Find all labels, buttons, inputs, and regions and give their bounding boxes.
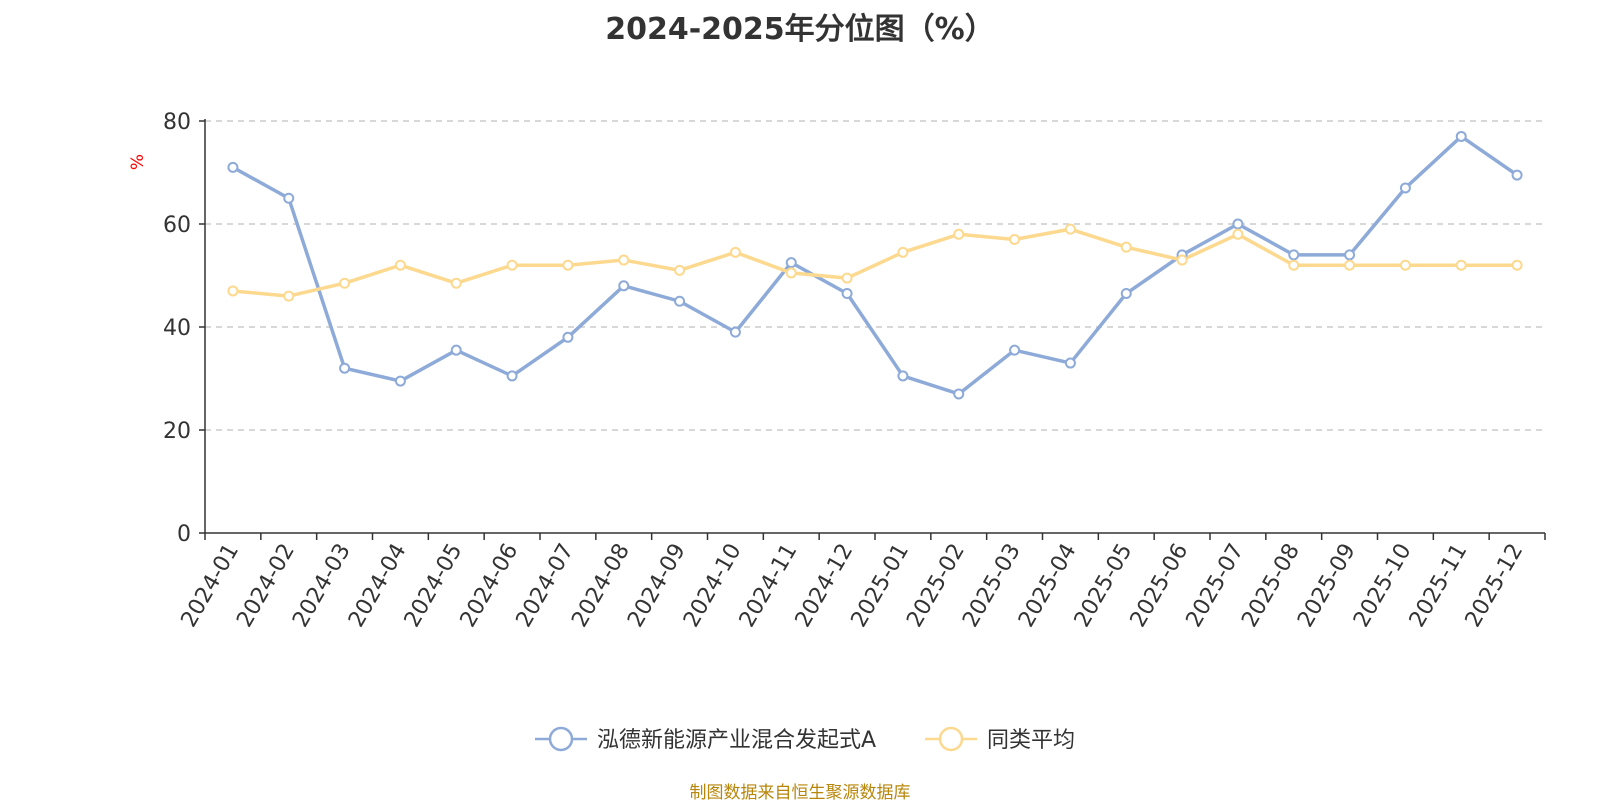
data-point	[897, 246, 909, 258]
data-point	[1288, 249, 1300, 261]
data-point	[450, 344, 462, 356]
data-point	[506, 370, 518, 382]
legend-marker-2	[938, 726, 964, 752]
data-point	[674, 264, 686, 276]
data-point	[1009, 233, 1021, 245]
data-point	[841, 288, 853, 300]
data-point	[1399, 259, 1411, 271]
y-tick-label: 0	[177, 522, 191, 547]
data-point	[394, 259, 406, 271]
data-point	[897, 370, 909, 382]
axes: 0204060802024-012024-022024-032024-04202…	[163, 110, 1546, 632]
data-point	[729, 326, 741, 338]
data-point	[227, 161, 239, 173]
y-axis-unit-label: %	[128, 154, 148, 170]
data-point	[1511, 259, 1523, 271]
y-tick-label: 80	[163, 110, 191, 135]
y-tick-label: 40	[163, 316, 191, 341]
data-point	[562, 331, 574, 343]
data-point	[1232, 218, 1244, 230]
data-point	[729, 246, 741, 258]
legend: 泓德新能源产业混合发起式A 同类平均	[535, 726, 1075, 753]
data-point	[785, 267, 797, 279]
data-point	[227, 285, 239, 297]
data-point	[1064, 223, 1076, 235]
data-point	[283, 192, 295, 204]
data-point	[1455, 259, 1467, 271]
legend-label-2: 同类平均	[987, 728, 1075, 753]
data-point	[618, 254, 630, 266]
data-point	[785, 257, 797, 269]
y-tick-label: 60	[163, 213, 191, 238]
data-point	[450, 277, 462, 289]
data-point	[953, 228, 965, 240]
data-point	[1399, 182, 1411, 194]
data-point	[1120, 241, 1132, 253]
data-point	[618, 280, 630, 292]
series-line-1	[232, 134, 1519, 396]
data-point	[1232, 228, 1244, 240]
data-point	[1176, 254, 1188, 266]
data-point	[1344, 259, 1356, 271]
data-point	[1344, 249, 1356, 261]
data-point	[339, 277, 351, 289]
y-tick-label: 20	[163, 419, 191, 444]
data-point	[841, 272, 853, 284]
data-point	[339, 362, 351, 374]
data-point	[1288, 259, 1300, 271]
chart-title: 2024-2025年分位图（%）	[605, 12, 995, 47]
data-point	[674, 295, 686, 307]
data-point	[506, 259, 518, 271]
series	[227, 130, 1523, 400]
data-point	[1120, 288, 1132, 300]
legend-marker-1	[548, 726, 574, 752]
data-point	[283, 290, 295, 302]
grid-lines	[205, 120, 1545, 431]
data-point	[953, 388, 965, 400]
legend-label-1: 泓德新能源产业混合发起式A	[597, 728, 876, 753]
data-point	[1064, 357, 1076, 369]
data-point	[1455, 130, 1467, 142]
data-point	[1511, 169, 1523, 181]
source-note: 制图数据来自恒生聚源数据库	[689, 783, 911, 803]
series-line-2	[232, 227, 1518, 298]
data-point	[394, 375, 406, 387]
data-point	[562, 259, 574, 271]
data-point	[1009, 344, 1021, 356]
